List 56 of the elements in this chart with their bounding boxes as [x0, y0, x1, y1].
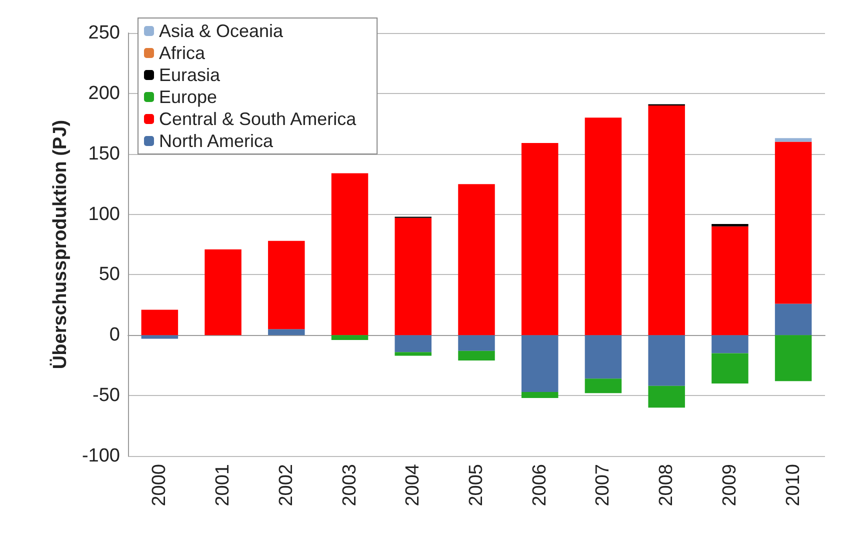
- y-tick-label: 250: [88, 22, 120, 44]
- y-tick-label: -100: [82, 446, 120, 466]
- y-tick-label: 200: [88, 82, 120, 104]
- bar: [774, 335, 812, 382]
- y-tick-label: 0: [109, 324, 120, 346]
- bar: [712, 353, 748, 384]
- legend-label: Africa: [159, 43, 206, 63]
- bar: [774, 142, 812, 304]
- x-tick-label: 2004: [402, 464, 424, 506]
- bar: [521, 335, 558, 392]
- x-tick-label: 2002: [276, 464, 297, 506]
- bar: [521, 392, 558, 398]
- bar: [648, 335, 685, 386]
- x-tick-label: 2007: [592, 464, 614, 506]
- bar: [584, 335, 622, 379]
- x-tick-label: 2006: [529, 464, 550, 506]
- legend-label: North America: [159, 131, 274, 151]
- bar: [394, 352, 432, 356]
- x-tick-label: 2010: [782, 464, 804, 506]
- x-tick-label: 2005: [466, 464, 487, 506]
- bar: [521, 142, 558, 336]
- bar: [774, 304, 812, 336]
- bar: [712, 224, 748, 226]
- bar: [458, 184, 495, 336]
- bar: [394, 335, 432, 352]
- bar: [584, 118, 622, 336]
- bar: [458, 335, 495, 351]
- legend-label: Central & South America: [159, 109, 358, 129]
- legend-label: Europe: [159, 87, 218, 107]
- bar: [331, 335, 368, 340]
- bar: [204, 249, 242, 336]
- bar: [141, 310, 178, 336]
- y-axis-title: Überschussproduktion (PJ): [49, 120, 71, 370]
- bar: [584, 378, 622, 394]
- y-tick-label: -50: [92, 385, 120, 406]
- x-tick-label: 2001: [212, 464, 234, 506]
- x-tick-label: 2008: [656, 464, 678, 506]
- bar: [648, 386, 685, 408]
- bar: [712, 226, 748, 336]
- bar: [268, 329, 305, 336]
- y-tick-label: 150: [88, 143, 120, 164]
- bar: [648, 106, 685, 336]
- bar: [394, 218, 432, 336]
- y-tick-label: 100: [88, 204, 120, 225]
- y-tick-label: 50: [98, 264, 120, 286]
- x-tick-label: 2003: [339, 464, 360, 506]
- legend-label: Eurasia: [159, 65, 222, 85]
- bar: [712, 335, 748, 354]
- bar: [458, 350, 495, 361]
- bar: [268, 240, 305, 330]
- bar: [774, 138, 812, 142]
- x-tick-label: 2009: [719, 464, 740, 506]
- bar: [331, 173, 368, 336]
- x-tick-label: 2000: [149, 464, 170, 506]
- legend-label: Asia & Oceania: [159, 21, 284, 41]
- bar: [141, 335, 178, 339]
